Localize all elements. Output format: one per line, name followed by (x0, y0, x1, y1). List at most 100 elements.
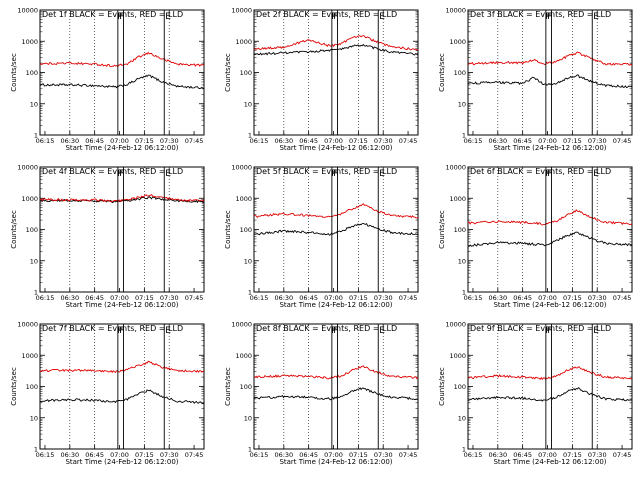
series-line-events (39, 74, 205, 90)
panel-det-3: Det 3f BLACK = Events, RED = LLD 06:15 06:… (438, 7, 633, 152)
x-tick-label: 06:30 (274, 294, 293, 302)
x-tick-label: 06:15 (36, 294, 55, 302)
x-tick-label: 07:00 (538, 137, 557, 145)
x-tick-label: 06:15 (250, 294, 269, 302)
x-tick-label: 07:45 (399, 137, 418, 145)
marker-label: F (547, 169, 552, 179)
x-tick-label: 07:15 (135, 294, 154, 302)
x-tick-label: 07:30 (160, 137, 179, 145)
x-tick-label: 07:30 (160, 451, 179, 459)
series-line-lld (39, 193, 205, 203)
marker-label: F (545, 12, 550, 22)
y-tick-label: 100 (240, 383, 252, 391)
x-tick-label: 07:45 (613, 451, 632, 459)
y-tick-label: 1000 (449, 352, 466, 360)
y-tick-label: 1 (248, 132, 252, 140)
plot-frame (39, 323, 205, 450)
x-tick-label: 06:30 (488, 137, 507, 145)
x-tick-label: 07:00 (110, 451, 129, 459)
y-tick-label: 1 (462, 446, 466, 454)
y-axis-label: Counts/sec (438, 53, 446, 92)
y-tick-label: 100 (454, 69, 466, 77)
y-tick-label: 100 (26, 69, 38, 77)
x-tick-label: 06:15 (464, 451, 483, 459)
x-tick-label: 07:00 (324, 451, 343, 459)
x-tick-label: 07:45 (613, 294, 632, 302)
y-tick-label: 10000 (231, 321, 252, 329)
panel-title: Det 5f BLACK = Events, RED = LLD (256, 167, 397, 176)
x-tick-label: 06:30 (274, 451, 293, 459)
panel-title: Det 3f BLACK = Events, RED = LLD (470, 10, 611, 19)
x-tick-label: 06:45 (299, 294, 318, 302)
y-tick-label: 10 (30, 257, 38, 265)
y-tick-label: 10000 (445, 321, 466, 329)
y-tick-label: 10 (458, 257, 466, 265)
x-tick-label: 06:15 (250, 451, 269, 459)
x-tick-label: 06:30 (60, 294, 79, 302)
series-line-lld (253, 203, 419, 219)
series-line-events (39, 389, 205, 405)
x-tick-label: 07:00 (110, 137, 129, 145)
series-line-lld (467, 51, 633, 66)
marker-label: F (119, 12, 124, 22)
plot-frame (253, 323, 419, 450)
y-tick-label: 1 (248, 289, 252, 297)
series-line-lld (253, 365, 419, 380)
x-tick-label: 07:15 (135, 451, 154, 459)
y-tick-label: 10 (30, 414, 38, 422)
y-tick-label: 1 (462, 132, 466, 140)
x-axis-label: Start Time (24-Feb-12 06:12:00) (279, 301, 392, 309)
series-line-events (253, 43, 419, 56)
x-tick-label: 06:45 (513, 137, 532, 145)
plot-frame (467, 323, 633, 450)
series-line-lld (467, 366, 633, 381)
x-tick-label: 06:30 (60, 137, 79, 145)
series-line-events (39, 196, 205, 204)
x-tick-label: 06:30 (488, 294, 507, 302)
y-tick-label: 10 (458, 414, 466, 422)
panel-title: Det 6f BLACK = Events, RED = LLD (470, 167, 611, 176)
x-tick-label: 07:45 (185, 137, 204, 145)
x-tick-label: 07:30 (374, 294, 393, 302)
marker-label: E (379, 12, 385, 22)
y-tick-label: 100 (454, 383, 466, 391)
marker-label: E (379, 169, 385, 179)
y-axis-label: Counts/sec (224, 210, 232, 249)
panel-det-7: Det 7f BLACK = Events, RED = LLD 06:15 06:… (10, 321, 205, 466)
x-tick-label: 06:15 (36, 137, 55, 145)
series-line-events (253, 222, 419, 236)
y-tick-label: 1 (34, 132, 38, 140)
marker-label: E (593, 12, 599, 22)
x-axis-label: Start Time (24-Feb-12 06:12:00) (65, 144, 178, 152)
x-tick-label: 07:30 (160, 294, 179, 302)
y-axis-label: Counts/sec (10, 367, 18, 406)
marker-label: F (119, 169, 124, 179)
marker-label: F (117, 169, 122, 179)
x-tick-label: 06:30 (274, 137, 293, 145)
x-tick-label: 07:00 (324, 294, 343, 302)
x-tick-label: 07:00 (324, 137, 343, 145)
marker-label: E (165, 12, 171, 22)
x-tick-label: 06:45 (85, 137, 104, 145)
x-tick-label: 06:30 (60, 451, 79, 459)
y-tick-label: 1000 (449, 38, 466, 46)
x-axis-label: Start Time (24-Feb-12 06:12:00) (493, 144, 606, 152)
y-tick-label: 100 (454, 226, 466, 234)
x-tick-label: 07:45 (613, 137, 632, 145)
marker-label: F (545, 169, 550, 179)
y-tick-label: 1000 (235, 38, 252, 46)
marker-label: F (547, 326, 552, 336)
y-tick-label: 10000 (445, 164, 466, 172)
x-tick-label: 07:45 (399, 451, 418, 459)
plot-frame (39, 166, 205, 293)
plot-frame (253, 9, 419, 136)
x-tick-label: 07:00 (110, 294, 129, 302)
plot-frame (467, 9, 633, 136)
series-line-lld (253, 34, 419, 51)
y-tick-label: 1000 (21, 352, 38, 360)
x-tick-label: 07:30 (588, 451, 607, 459)
x-axis-label: Start Time (24-Feb-12 06:12:00) (279, 458, 392, 466)
y-tick-label: 1000 (235, 352, 252, 360)
x-tick-label: 06:45 (513, 294, 532, 302)
y-tick-label: 100 (26, 226, 38, 234)
